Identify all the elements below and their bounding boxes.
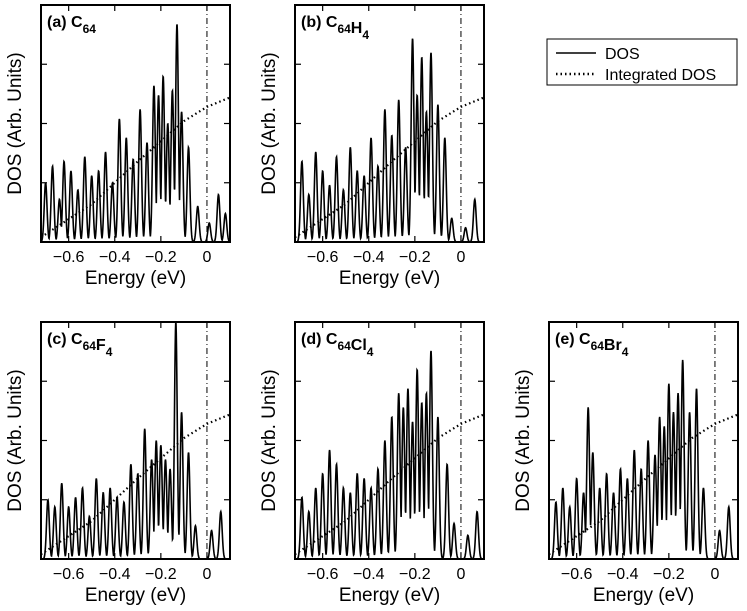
x-tick-label: 0 xyxy=(456,566,465,583)
x-axis-label: Energy (eV) xyxy=(339,268,440,289)
integrated-dos-line xyxy=(295,96,484,239)
x-tick-label: −0.6 xyxy=(561,566,593,583)
panel-4: −0.6 −0.4 −0.2 0 Energy (eV) DOS (Arb. Units)… xyxy=(259,321,485,606)
x-tick-label: −0.6 xyxy=(53,249,85,266)
dos-line xyxy=(295,350,484,559)
formula-subscript: 4 xyxy=(622,345,629,359)
panel-2: −0.6 −0.4 −0.2 0 Energy (eV) DOS (Arb. Units)… xyxy=(259,4,485,289)
x-tick-label: −0.2 xyxy=(399,249,431,266)
legend-label-integrated-dos: Integrated DOS xyxy=(605,67,716,84)
panel-label: (d) C64Cl4 xyxy=(301,331,374,359)
formula-subscript: 4 xyxy=(367,345,374,359)
legend: DOS Integrated DOS xyxy=(546,38,738,86)
legend-box xyxy=(546,38,738,86)
x-tick-label: −0.6 xyxy=(53,566,85,583)
formula-element: F xyxy=(96,337,106,354)
x-axis-label: Energy (eV) xyxy=(85,268,186,289)
x-tick-label: −0.2 xyxy=(145,249,177,266)
formula-subscript: 4 xyxy=(106,345,113,359)
y-axis-label: DOS (Arb. Units) xyxy=(513,369,534,512)
integrated-dos-line xyxy=(41,413,230,556)
formula-subscript: 64 xyxy=(83,339,97,353)
y-axis-label: DOS (Arb. Units) xyxy=(259,369,280,512)
dos-line xyxy=(41,24,230,242)
formula-element: C xyxy=(71,14,83,31)
formula-element: H xyxy=(351,20,363,37)
x-tick-label: 0 xyxy=(710,566,719,583)
formula-element: C xyxy=(326,14,338,31)
panel-label: (a) C64 xyxy=(47,14,96,36)
x-tick-label: −0.6 xyxy=(307,249,339,266)
formula-subscript: 64 xyxy=(591,339,605,353)
panel-label: (c) C64F4 xyxy=(47,331,113,359)
x-axis-label: Energy (eV) xyxy=(85,585,186,606)
x-tick-label: −0.6 xyxy=(307,566,339,583)
formula-element: Cl xyxy=(351,337,367,354)
integrated-dos-line xyxy=(549,413,738,556)
legend-label-dos: DOS xyxy=(605,46,640,63)
formula-element: Br xyxy=(604,337,622,354)
x-tick-label: 0 xyxy=(202,566,211,583)
x-tick-label: 0 xyxy=(202,249,211,266)
panel-label: (e) C64Br4 xyxy=(555,331,629,359)
formula-subscript: 64 xyxy=(337,22,351,36)
panel-1: −0.6 −0.4 −0.2 0 Energy (eV) DOS (Arb. Units)… xyxy=(5,4,231,289)
x-tick-label: −0.2 xyxy=(653,566,685,583)
dos-line xyxy=(41,322,230,559)
formula-subscript: 64 xyxy=(337,339,351,353)
x-axis-label: Energy (eV) xyxy=(593,585,694,606)
dos-line xyxy=(549,359,738,559)
panel-3: −0.6 −0.4 −0.2 0 Energy (eV) DOS (Arb. Units)… xyxy=(5,321,231,606)
y-axis-label: DOS (Arb. Units) xyxy=(259,52,280,195)
x-tick-label: −0.4 xyxy=(353,249,385,266)
x-tick-label: 0 xyxy=(456,249,465,266)
x-tick-label: −0.4 xyxy=(607,566,639,583)
x-tick-label: −0.4 xyxy=(353,566,385,583)
integrated-dos-line xyxy=(295,413,484,556)
formula-element: C xyxy=(71,331,83,348)
x-tick-label: −0.2 xyxy=(145,566,177,583)
formula-element: C xyxy=(326,331,338,348)
x-axis-label: Energy (eV) xyxy=(339,585,440,606)
x-tick-label: −0.4 xyxy=(99,249,131,266)
formula-element: C xyxy=(579,331,591,348)
panel-5: −0.6 −0.4 −0.2 0 Energy (eV) DOS (Arb. Units)… xyxy=(513,321,739,606)
dos-line xyxy=(295,38,484,242)
formula-subscript: 64 xyxy=(83,22,97,36)
formula-subscript: 4 xyxy=(362,28,369,42)
x-tick-label: −0.2 xyxy=(399,566,431,583)
y-axis-label: DOS (Arb. Units) xyxy=(5,52,26,195)
y-axis-label: DOS (Arb. Units) xyxy=(5,369,26,512)
integrated-dos-line xyxy=(41,96,230,239)
panel-label: (b) C64H4 xyxy=(301,14,369,42)
x-tick-label: −0.4 xyxy=(99,566,131,583)
